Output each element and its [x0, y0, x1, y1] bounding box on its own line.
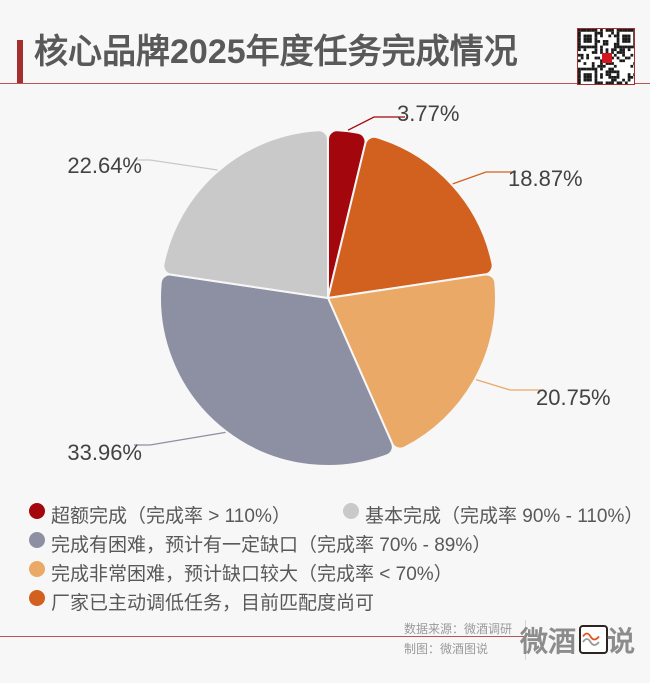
svg-text:20.75%: 20.75% [536, 385, 611, 410]
svg-text:18.87%: 18.87% [508, 166, 583, 191]
svg-text:3.77%: 3.77% [397, 101, 459, 126]
svg-text:33.96%: 33.96% [67, 440, 142, 465]
svg-text:22.64%: 22.64% [67, 153, 142, 178]
